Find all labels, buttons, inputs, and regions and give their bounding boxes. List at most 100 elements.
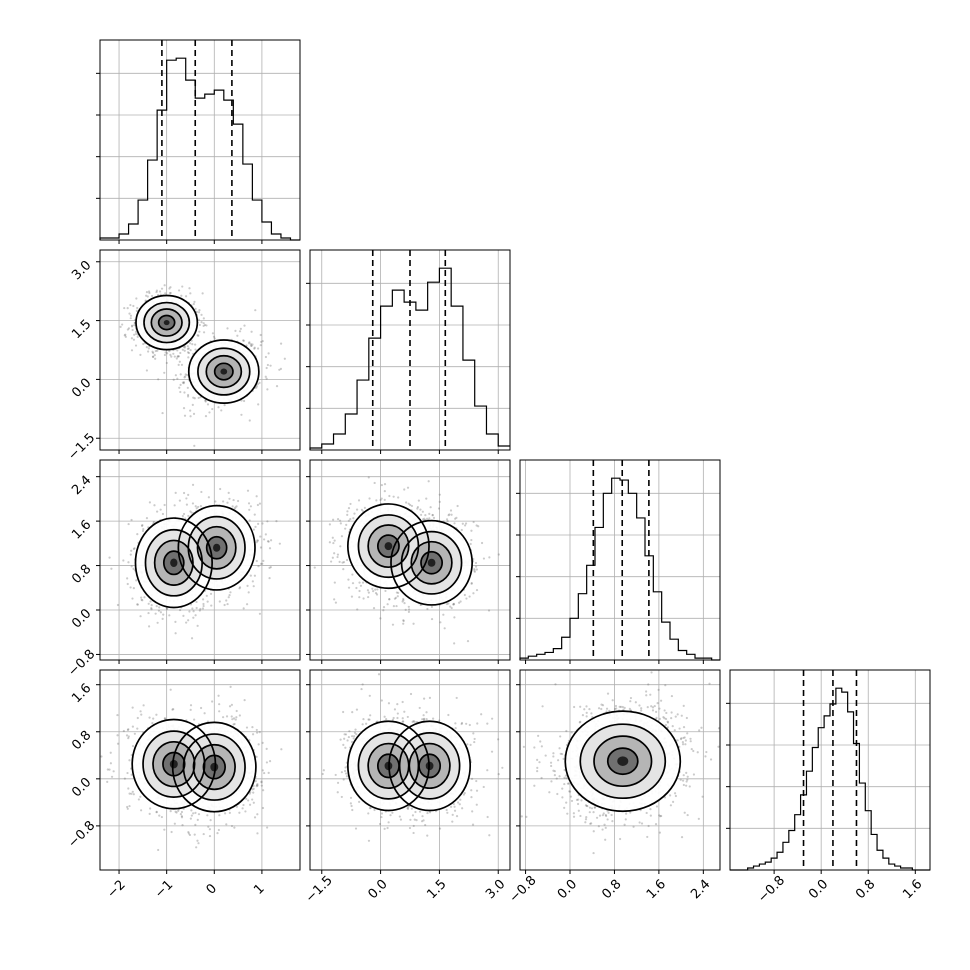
sample-point	[473, 569, 476, 572]
sample-point	[475, 588, 479, 592]
sample-point	[161, 512, 165, 516]
sample-point	[340, 535, 344, 538]
sample-point	[358, 581, 361, 584]
sample-point	[349, 518, 352, 521]
sample-point	[243, 399, 246, 403]
sample-point	[469, 542, 472, 546]
sample-point	[453, 642, 456, 645]
sample-point	[266, 826, 269, 829]
sample-point	[472, 520, 475, 524]
sample-point	[148, 716, 151, 719]
sample-point	[339, 522, 342, 525]
sample-point	[177, 363, 180, 367]
sample-point	[397, 591, 400, 594]
sample-point	[344, 527, 347, 530]
sample-point	[108, 556, 111, 559]
sample-point	[266, 388, 269, 391]
sample-point	[186, 373, 189, 377]
sample-point	[206, 403, 210, 406]
sample-point	[201, 598, 205, 601]
sample-point	[368, 497, 371, 500]
sample-point	[197, 396, 200, 400]
sample-point	[136, 306, 139, 310]
sample-point	[174, 491, 177, 494]
sample-point	[204, 400, 207, 403]
sample-point	[401, 600, 404, 603]
sample-point	[160, 287, 164, 290]
sample-point	[482, 557, 486, 560]
sample-point	[497, 553, 500, 556]
sample-point	[230, 703, 234, 706]
sample-point	[184, 375, 187, 378]
sample-point	[194, 348, 197, 351]
sample-point	[449, 605, 452, 608]
contour-line	[197, 347, 251, 396]
sample-point	[179, 390, 182, 394]
sample-point	[395, 591, 398, 594]
sample-point	[430, 605, 434, 609]
sample-point	[267, 540, 270, 543]
sample-point	[332, 541, 335, 545]
sample-point	[419, 513, 423, 516]
contour-line	[187, 339, 260, 404]
sample-point	[124, 335, 127, 338]
sample-point	[409, 503, 412, 507]
sample-point	[193, 718, 196, 721]
sample-point	[230, 715, 233, 718]
sample-point	[242, 339, 245, 342]
sample-point	[133, 333, 136, 336]
sample-point	[428, 517, 431, 520]
sample-point	[345, 523, 348, 526]
sample-point	[336, 555, 339, 559]
density-level-fill	[213, 543, 221, 552]
density-level-fill	[170, 558, 178, 568]
sample-point	[367, 591, 370, 594]
sample-point	[431, 513, 434, 517]
sample-point	[193, 444, 196, 447]
sample-point	[194, 343, 197, 346]
sample-point	[126, 582, 129, 586]
sample-point	[186, 347, 190, 351]
sample-point	[218, 814, 221, 817]
joint-panel-0-2	[96, 459, 301, 664]
sample-point	[130, 549, 133, 552]
contour-line	[196, 525, 237, 570]
sample-point	[350, 595, 354, 598]
sample-point	[135, 297, 138, 300]
sample-point	[178, 499, 181, 502]
sample-point	[228, 497, 231, 500]
sample-point	[174, 632, 177, 635]
sample-point	[153, 354, 156, 357]
sample-point	[173, 822, 176, 825]
sample-point	[250, 344, 253, 347]
sample-point	[145, 291, 149, 294]
sample-point	[129, 553, 132, 556]
sample-point	[239, 327, 242, 330]
sample-point	[380, 483, 383, 487]
sample-point	[229, 591, 232, 594]
sample-point	[187, 347, 190, 350]
sample-point	[334, 601, 338, 604]
sample-point	[134, 330, 138, 333]
sample-point	[189, 415, 192, 418]
sample-point	[473, 568, 476, 571]
sample-point	[131, 597, 134, 600]
sample-point	[255, 386, 258, 389]
sample-point	[187, 351, 191, 355]
sample-point	[131, 324, 134, 327]
sample-point	[163, 353, 167, 357]
sample-point	[394, 596, 397, 600]
sample-point	[248, 519, 251, 522]
sample-point	[243, 699, 246, 702]
sample-point	[247, 502, 251, 505]
sample-point	[159, 508, 162, 511]
sample-point	[151, 722, 154, 725]
sample-point	[198, 609, 201, 612]
sample-point	[136, 335, 139, 338]
panel-frame	[729, 669, 931, 871]
sample-point	[405, 501, 408, 504]
sample-point	[183, 345, 187, 348]
sample-point	[333, 598, 336, 601]
panel-frame	[99, 459, 301, 661]
histogram-step	[309, 267, 510, 450]
